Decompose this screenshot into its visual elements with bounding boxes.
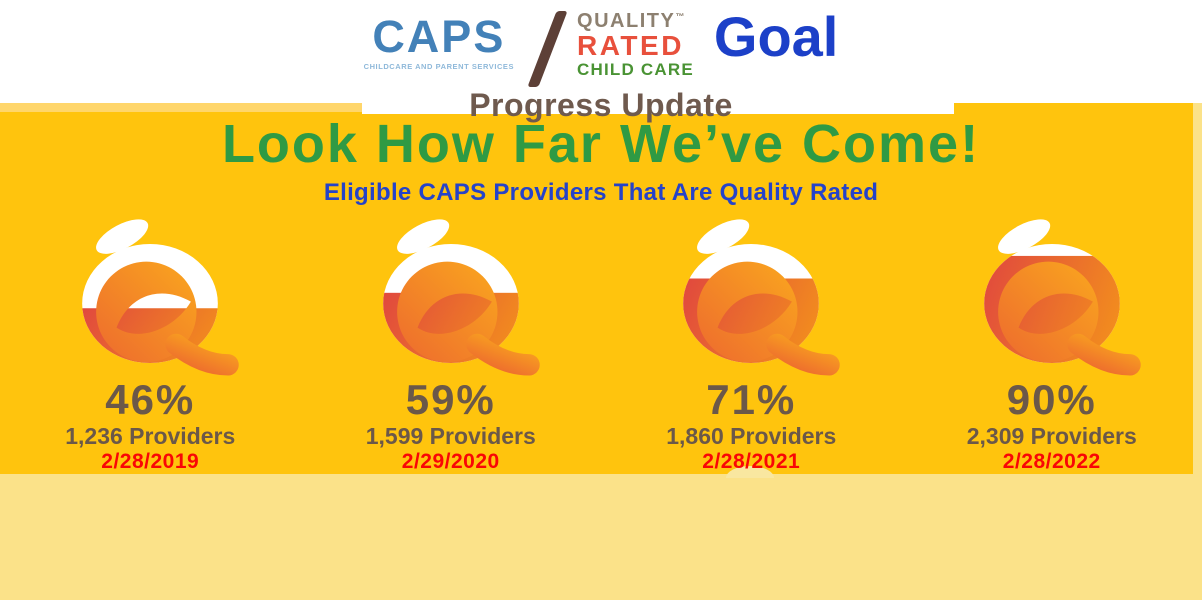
peach-leaf-icon [396,219,449,254]
gauge-2020: 59% 1,599 Providers 2/29/2020 [301,218,602,473]
gauge-date: 2/29/2020 [401,450,500,474]
peach-q-gauge-icon [82,219,243,376]
gauge-date: 2/28/2019 [101,450,200,474]
gauge-2022: 90% 2,309 Providers 2/28/2022 [902,218,1202,473]
goal-label: Goal [713,5,839,68]
quality-rated-line1: QUALITY™ [577,11,684,31]
trademark-symbol: ™ [675,11,685,22]
gauge-providers: 1,599 Providers [365,423,536,449]
caps-logo-tagline: CHILDCARE AND PARENT SERVICES [363,62,515,71]
logo-row: CAPS CHILDCARE AND PARENT SERVICES QUALI… [364,5,839,87]
peach-leaf-icon [96,219,149,254]
gauge-providers: 1,236 Providers [65,423,236,449]
gauge-2019: 46% 1,236 Providers 2/28/2019 [0,218,301,473]
gauge-date: 2/28/2021 [702,450,801,474]
progress-update-title: Progress Update [469,87,733,123]
yellow-edge-highlight [0,103,362,112]
header: CAPS CHILDCARE AND PARENT SERVICES QUALI… [0,0,1202,124]
caps-logo: CAPS CHILDCARE AND PARENT SERVICES [364,14,514,71]
footer-band [0,474,1202,600]
footer-bump-decoration [726,466,774,478]
gauge-percent: 46% [105,376,196,423]
main-panel: Look How Far We’ve Come! Eligible CAPS P… [0,103,1202,474]
quality-rated-line3: CHILD CARE [577,60,694,80]
peach-q-gauge-icon [683,219,844,376]
page-title: Look How Far We’ve Come! [221,114,981,174]
gauge-providers: 2,309 Providers [966,423,1137,449]
gauge-date: 2/28/2022 [1002,450,1101,474]
gauge-providers: 1,860 Providers [666,423,837,449]
quality-rated-line2: RATED [577,30,684,61]
gauge-percent: 71% [706,376,797,423]
gauge-percent: 59% [405,376,496,423]
gauge-percent: 90% [1006,376,1097,423]
caps-logo-name: CAPS [372,11,506,62]
divider-slash-icon [527,11,568,87]
peach-q-gauge-icon [382,219,544,376]
gauge-2021: 71% 1,860 Providers 2/28/2021 [601,218,902,473]
page-subtitle: Eligible CAPS Providers That Are Quality… [323,179,879,206]
gauges-row: 46% 1,236 Providers 2/28/2019 59% 1,599 … [0,218,1202,473]
quality-rated-logo: QUALITY™ RATED CHILD CARE [577,11,694,81]
peach-leaf-icon [997,219,1050,254]
peach-q-gauge-icon [983,219,1145,376]
quality-rated-word: QUALITY [577,10,676,32]
peach-leaf-icon [697,219,750,254]
logo-card [362,0,954,114]
